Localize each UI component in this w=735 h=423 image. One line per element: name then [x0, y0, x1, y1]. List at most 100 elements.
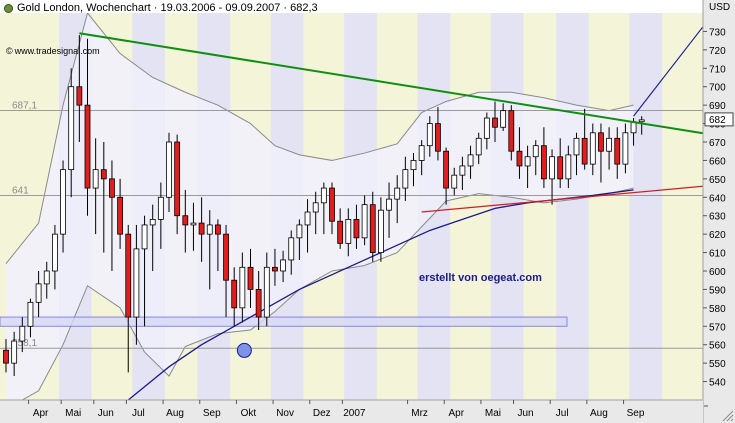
resize-grip-line: [722, 410, 734, 422]
last-value-box: [704, 112, 734, 127]
x-tick-label: Mrz: [411, 408, 428, 419]
candle-rising: [500, 110, 507, 128]
candle-rising: [92, 169, 99, 189]
y-tick-label: 540: [709, 378, 726, 389]
chart-title-bar: Gold London, Wochenchart · 19.03.2006 - …: [4, 1, 318, 15]
x-tick-label: Nov: [276, 408, 294, 419]
resize-grip-line: [730, 418, 734, 422]
watermark: © www.tradesignal.com: [6, 46, 100, 56]
candle-falling: [223, 233, 229, 281]
candle-rising: [483, 117, 490, 139]
candle-falling: [76, 86, 83, 106]
candle-rising: [426, 123, 433, 147]
candle-falling: [125, 233, 132, 318]
x-tick-label: Jul: [556, 408, 569, 419]
support-trendline: [421, 183, 724, 213]
bollinger-band-fill: [6, 13, 634, 400]
y-tick-label: 660: [709, 156, 726, 167]
candle-rising: [524, 156, 531, 167]
low-marker-circle: [236, 342, 252, 358]
candle-rising: [394, 187, 401, 200]
y-tick-label: 700: [709, 83, 726, 94]
candle-falling: [369, 204, 376, 253]
candle-rising: [52, 233, 58, 272]
copyright-icon: ©: [6, 46, 13, 56]
x-tick-label: Aug: [166, 408, 184, 419]
candle-rising: [622, 132, 629, 165]
y-tick-label: 560: [709, 341, 726, 352]
bollinger-upper: [5, 13, 634, 264]
candle-rising: [467, 154, 474, 167]
y-tick-label: 710: [709, 64, 726, 75]
candle-rising: [361, 204, 368, 239]
month-shade-band: [556, 13, 589, 400]
candle-falling: [516, 150, 523, 167]
candle-rising: [418, 145, 425, 161]
author-credit: erstellt von oegeat.com: [419, 272, 542, 284]
x-tick-label: Jun: [98, 408, 114, 419]
y-tick-label: 620: [709, 230, 726, 241]
candles: [3, 35, 645, 377]
x-tick-label: Mai: [485, 408, 501, 419]
candle-rising: [19, 325, 26, 342]
candle-falling: [198, 222, 205, 235]
candle-rising: [280, 259, 287, 272]
y-tick-label: 670: [709, 138, 726, 149]
candle-rising: [377, 209, 384, 253]
x-tick-label: Jul: [132, 408, 145, 419]
gold-icon: [4, 3, 13, 13]
resize-grip-line: [726, 414, 734, 422]
last-value-label: 682: [709, 115, 726, 126]
candle-rising: [606, 137, 612, 152]
x-tick-label: Mai: [65, 408, 81, 419]
candle-rising: [27, 301, 34, 327]
candle-falling: [84, 104, 91, 189]
candle-rising: [206, 224, 213, 235]
candle-rising: [60, 169, 66, 235]
x-axis-panel: [0, 400, 703, 423]
y-tick-label: 600: [709, 267, 726, 278]
y-tick-label: 570: [709, 322, 726, 333]
y-tick-label: 580: [709, 304, 726, 315]
candle-falling: [329, 187, 335, 222]
reference-label: 641: [12, 185, 29, 196]
candle-falling: [255, 289, 262, 318]
candle-falling: [100, 169, 107, 180]
candle-rising: [459, 165, 466, 176]
candle-rising: [565, 154, 572, 180]
y-axis-panel: [703, 0, 735, 423]
candle-falling: [109, 178, 115, 198]
y-tick-label: 610: [709, 249, 726, 260]
resize-grip: [722, 410, 734, 422]
y-tick-label: 690: [709, 101, 726, 112]
candle-falling: [214, 224, 221, 235]
candle-falling: [581, 137, 588, 165]
x-tick-label: Aug: [590, 408, 608, 419]
x-tick-label: Okt: [241, 408, 257, 419]
reference-label: 687,1: [12, 100, 37, 111]
candle-rising: [312, 202, 319, 213]
candle-rising: [35, 283, 42, 303]
candle-rising: [11, 340, 18, 364]
candle-rising: [263, 266, 270, 318]
candle-falling: [117, 196, 123, 235]
candle-falling: [598, 132, 604, 152]
candle-rising: [589, 132, 596, 165]
candle-falling: [182, 215, 189, 226]
x-tick-label: Sep: [627, 408, 645, 419]
x-tick-label: Apr: [448, 408, 464, 419]
candle-rising: [549, 156, 555, 180]
candle-falling: [508, 110, 515, 152]
watermark-text: www.tradesignal.com: [14, 46, 100, 56]
candle-rising: [345, 218, 352, 244]
candle-rising: [141, 224, 148, 250]
candle-falling: [337, 220, 344, 244]
projection-arrow-line: [633, 10, 716, 117]
candle-falling: [492, 117, 498, 128]
candle-rising: [638, 119, 645, 123]
candle-rising: [166, 141, 172, 198]
candle-rising: [304, 211, 311, 226]
chart-title: Gold London, Wochenchart · 19.03.2006 - …: [17, 2, 318, 14]
candle-falling: [557, 156, 564, 180]
